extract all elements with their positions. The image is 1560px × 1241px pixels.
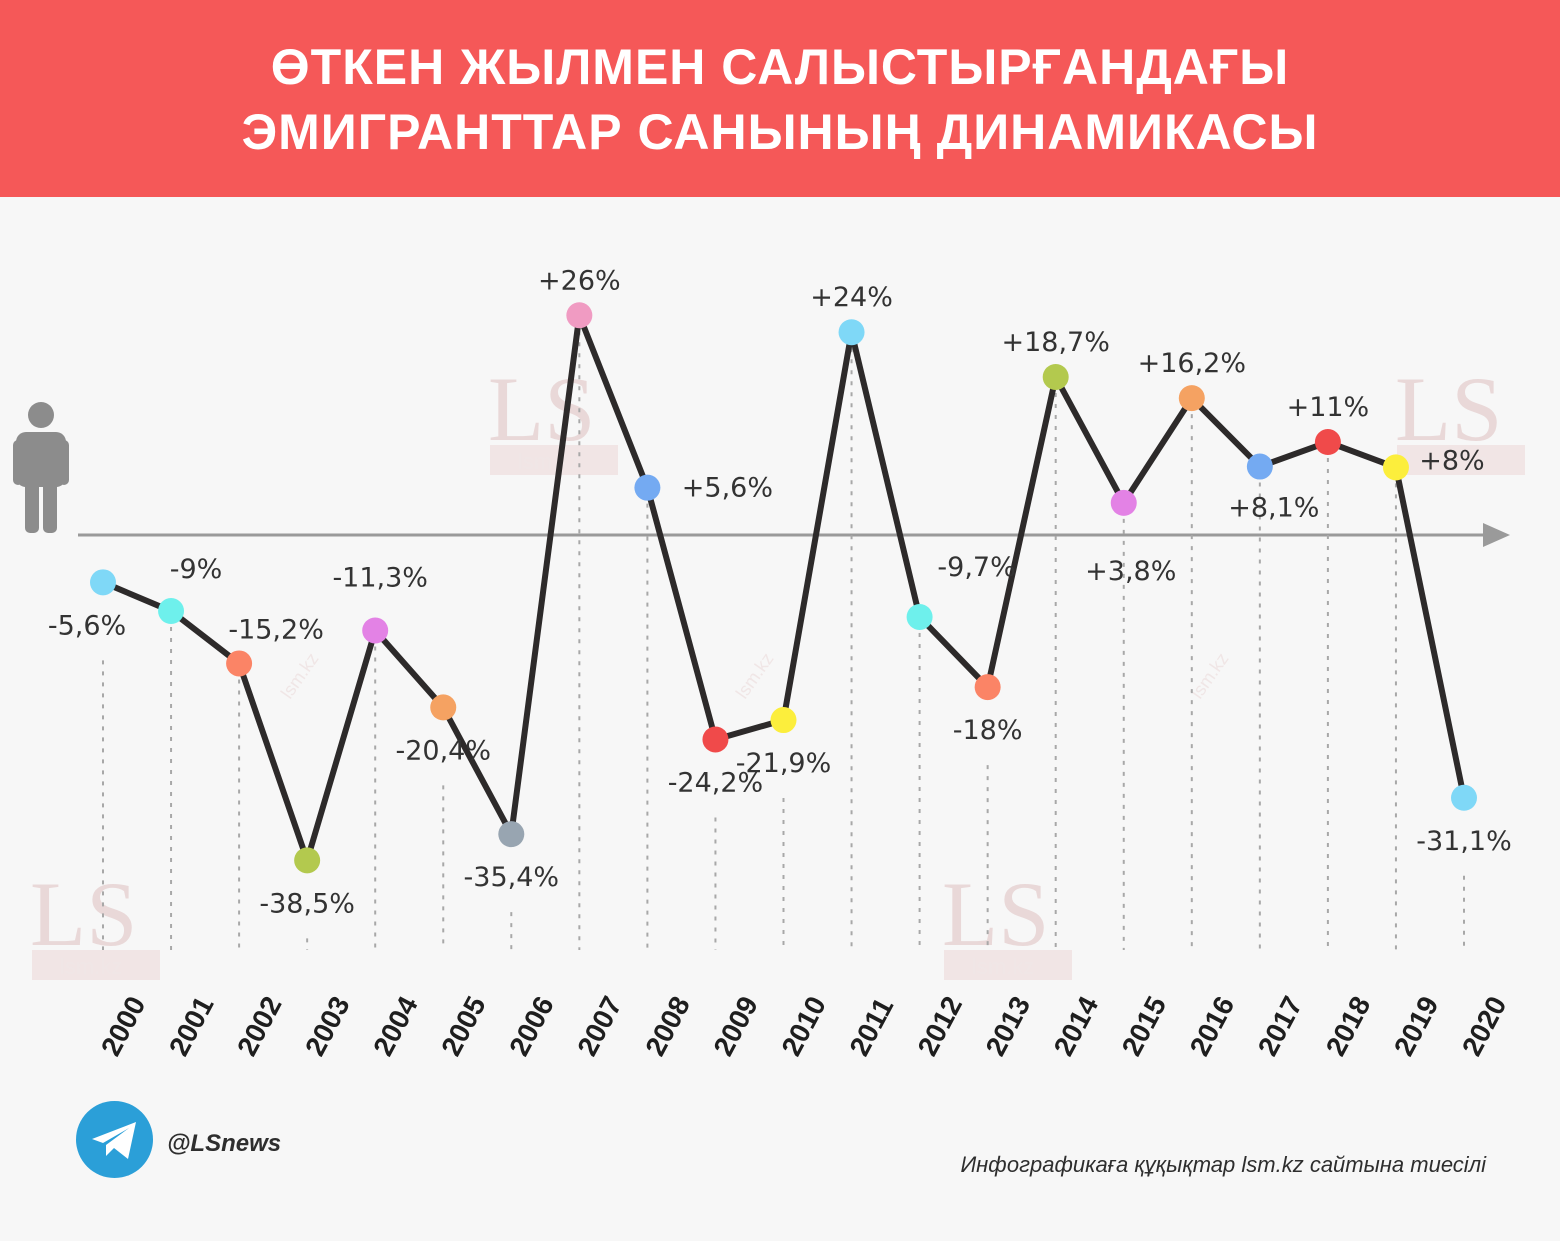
data-point [1451,784,1477,811]
data-point [498,821,525,848]
data-point [294,847,321,874]
watermark-site-diagonal: lsm.kz [732,649,778,702]
data-point [566,302,593,329]
telegram-icon[interactable] [76,1101,153,1178]
watermark-site: lsm.kz [1425,449,1487,474]
data-point [634,474,661,501]
watermark-site-diagonal: lsm.kz [277,649,323,702]
data-label: +16,2% [1138,348,1246,379]
data-label: +5,6% [682,473,773,504]
x-tick-label: 2018 [1320,991,1377,1061]
data-label: -24,2% [668,767,764,798]
data-point [226,650,253,677]
watermark-logo: LS [942,863,1049,965]
x-tick-label: 2011 [843,993,899,1061]
x-tick-label: 2003 [299,991,356,1061]
person-icon [13,402,69,533]
data-label: -21,9% [736,748,832,779]
data-point [430,694,457,721]
data-point [770,707,797,734]
data-label: -5,6% [48,610,126,641]
x-tick-label: 2015 [1116,991,1173,1061]
watermark-logo: LS [1395,358,1502,460]
data-point [362,617,389,644]
header-banner: ӨТКЕН ЖЫЛМЕН САЛЫСТЫРҒАНДАҒЫ ЭМИГРАНТТАР… [0,0,1560,197]
data-label: -9% [170,554,223,585]
x-tick-label: 2007 [571,991,628,1061]
value-labels: -5,6% -9%-15,2% -38,5% -11,3% -20,4% -35,4% +2… [48,265,1512,919]
data-label: +26% [538,265,621,296]
data-label: +3,8% [1085,556,1176,587]
x-tick-label: 2012 [912,991,969,1061]
data-label: -15,2% [228,614,324,645]
title-line-1: ӨТКЕН ЖЫЛМЕН САЛЫСТЫРҒАНДАҒЫ [270,39,1290,95]
x-tick-label: 2005 [435,991,492,1061]
data-label: -18% [953,715,1023,746]
watermark-site: lsm.kz [518,449,580,474]
x-axis-labels: 2000 2001 2002 2003 2004 2005 2006 2007 2008 2009… [95,991,1513,1061]
data-point [1246,453,1273,480]
axis-arrow-icon [1483,523,1510,547]
watermark-site: lsm.kz [60,954,122,979]
data-label: -20,4% [395,735,491,766]
data-point [1382,454,1409,481]
data-point [90,569,116,596]
data-point [1178,385,1205,412]
x-tick-label: 2008 [639,991,696,1061]
data-label: +8% [1419,445,1484,476]
x-tick-label: 2004 [367,991,424,1061]
copyright-credit: Инфографикаға құқықтар lsm.kz сайтына ти… [960,1152,1486,1177]
watermark-bar [490,445,618,475]
data-point [702,726,729,753]
data-point [1042,363,1069,390]
data-point [974,674,1001,701]
x-tick-label: 2001 [163,991,220,1061]
data-point [906,603,933,630]
data-label: -11,3% [332,562,428,593]
watermark-site: lsm.kz [972,954,1034,979]
drop-lines [102,331,1465,950]
data-label: +8,1% [1228,493,1319,524]
zero-axis [78,523,1510,547]
x-tick-label: 2013 [980,991,1037,1061]
data-point [838,319,865,346]
watermark-logo: LS [488,358,595,460]
x-tick-label: 2010 [775,991,832,1061]
x-tick-label: 2020 [1456,991,1513,1061]
data-point [1314,429,1341,456]
watermark-logo: LS [30,863,137,965]
x-tick-label: 2002 [231,991,288,1061]
telegram-handle[interactable]: @LSnews [167,1130,282,1157]
data-label: -9,7% [937,552,1015,583]
x-tick-label: 2017 [1252,991,1309,1061]
data-label: +24% [810,282,893,313]
x-tick-label: 2009 [707,991,764,1061]
watermark-bar [944,950,1072,980]
x-tick-label: 2019 [1388,991,1445,1061]
title-line-2: ЭМИГРАНТТАР САНЫНЫҢ ДИНАМИКАСЫ [241,104,1319,160]
x-tick-label: 2000 [95,991,152,1061]
x-tick-label: 2016 [1184,991,1241,1061]
data-label: -31,1% [1416,826,1512,857]
data-label: -35,4% [464,862,560,893]
data-label: +11% [1287,392,1370,423]
data-label: +18,7% [1001,327,1109,358]
data-label: -38,5% [259,888,355,919]
watermark-site-diagonal: lsm.kz [1187,649,1233,702]
x-tick-label: 2006 [503,991,560,1061]
watermark-bar [1397,445,1525,475]
data-point [1110,489,1137,516]
x-tick-label: 2014 [1048,991,1105,1061]
data-point [158,598,185,625]
watermark-bar [32,950,160,980]
data-points [90,302,1477,874]
